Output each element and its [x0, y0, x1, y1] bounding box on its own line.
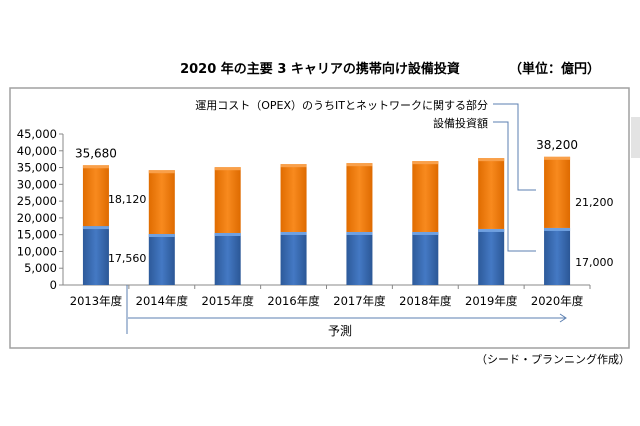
bar-opex-2014年度 [148, 170, 175, 234]
y-tick-label: 35,000 [17, 161, 57, 175]
bar-top-highlight [544, 156, 571, 160]
bar-top-highlight [214, 167, 241, 171]
bar-capex-2014年度 [148, 233, 175, 285]
bar-opex-2018年度 [412, 161, 439, 232]
y-tick-label: 0 [50, 278, 57, 292]
y-tick-label: 15,000 [17, 228, 57, 242]
bar-capex-2016年度 [280, 231, 307, 285]
bar-capex-2019年度 [478, 228, 505, 285]
bar-top-highlight [82, 226, 109, 230]
x-tick-label: 2016年度 [267, 294, 320, 308]
chart-title: 2020 年の主要 3 キャリアの携帯向け設備投資 [180, 61, 460, 77]
bar-opex-2013年度 [82, 165, 109, 227]
bar-top-highlight [412, 161, 439, 165]
bar-opex-2015年度 [214, 167, 241, 233]
bar-opex-2019年度 [478, 158, 505, 229]
bar-capex-2015年度 [214, 232, 241, 285]
bar-capex-2017年度 [346, 231, 373, 285]
source-note: （シード・プランニング作成） [476, 352, 630, 366]
bar-top-highlight [478, 228, 505, 232]
segment-label-2020-orange: 21,200 [575, 196, 614, 209]
legend-connector-opex [493, 103, 536, 191]
legend-connector-capex [493, 121, 536, 252]
segment-label-2013-blue: 17,560 [108, 252, 147, 265]
y-tick-label: 45,000 [17, 127, 57, 141]
bar-top-highlight [346, 231, 373, 235]
legend-opex: 運用コスト（OPEX）のうちITとネットワークに関する部分 [195, 98, 488, 112]
x-tick-label: 2017年度 [333, 294, 386, 308]
y-tick-label: 5,000 [24, 261, 57, 275]
segment-label-2020-blue: 17,000 [575, 256, 614, 269]
y-tick-label: 40,000 [17, 144, 57, 158]
y-tick-label: 20,000 [17, 211, 57, 225]
x-tick-label: 2019年度 [465, 294, 518, 308]
bar-opex-2020年度 [544, 156, 571, 228]
bar-top-highlight [82, 165, 109, 169]
x-tick-label: 2018年度 [399, 294, 452, 308]
bar-opex-2017年度 [346, 163, 373, 232]
total-label-2013: 35,680 [75, 146, 117, 160]
x-tick-label: 2015年度 [202, 294, 255, 308]
bar-top-highlight [148, 233, 175, 237]
y-tick-label: 25,000 [17, 194, 57, 208]
bar-top-highlight [148, 170, 175, 174]
unit-label: （単位：億円） [509, 61, 600, 77]
bar-capex-2018年度 [412, 231, 439, 285]
bar-top-highlight [346, 163, 373, 167]
y-tick-label: 10,000 [17, 244, 57, 258]
side-tab [631, 117, 640, 158]
bar-opex-2016年度 [280, 164, 307, 232]
bar-top-highlight [412, 231, 439, 235]
bar-top-highlight [544, 227, 571, 231]
bar-top-highlight [280, 164, 307, 168]
x-tick-label: 2013年度 [70, 294, 123, 308]
bar-top-highlight [214, 232, 241, 236]
forecast-label: 予測 [328, 324, 352, 338]
total-label-2020: 38,200 [536, 138, 578, 152]
x-tick-label: 2014年度 [136, 294, 189, 308]
segment-label-2013-orange: 18,120 [108, 193, 147, 206]
x-tick-label: 2020年度 [531, 294, 584, 308]
chart-frame [9, 87, 630, 349]
legend-capex: 設備投資額 [433, 116, 488, 130]
bar-capex-2013年度 [82, 226, 109, 285]
bar-top-highlight [280, 231, 307, 235]
y-tick-label: 30,000 [17, 177, 57, 191]
bar-top-highlight [478, 158, 505, 162]
bar-capex-2020年度 [544, 227, 571, 285]
forecast-arrow-head [559, 313, 567, 323]
